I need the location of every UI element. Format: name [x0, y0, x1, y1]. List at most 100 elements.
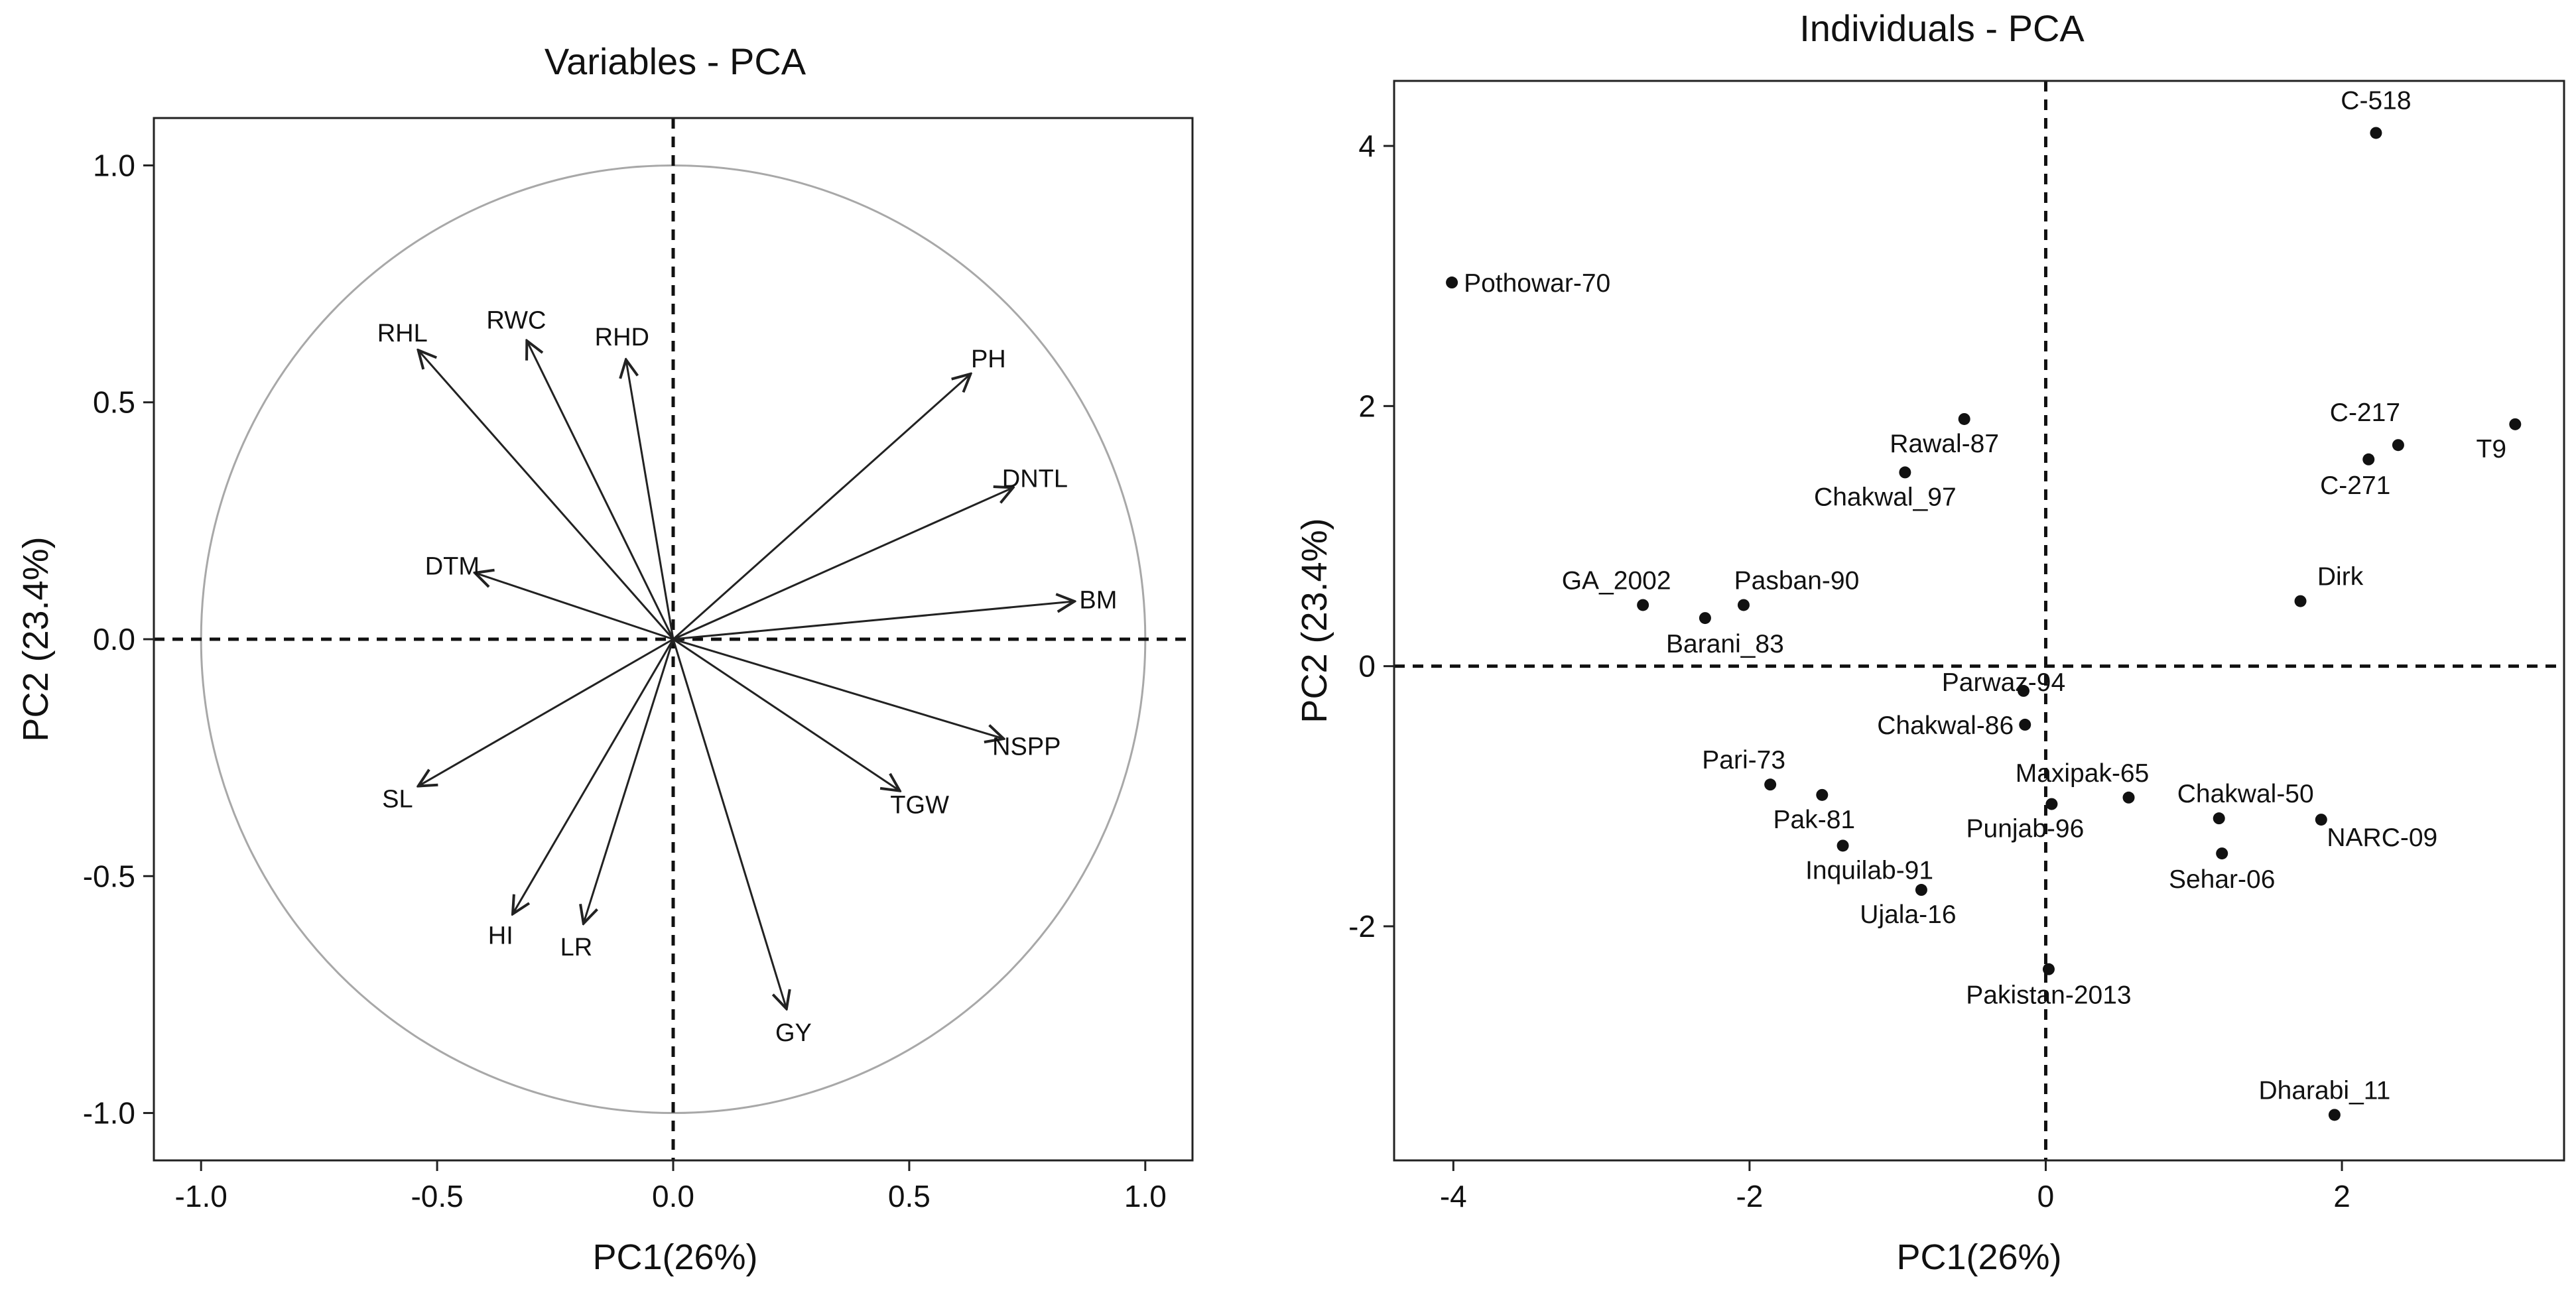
individual-point [2019, 718, 2031, 731]
individual-label: GA_2002 [1562, 566, 1671, 595]
individual-label: Pak-81 [1773, 806, 1856, 834]
individual-label: Dirk [2317, 563, 2364, 591]
individual-label: Parwaz-94 [1942, 668, 2065, 697]
individual-label: NARC-09 [2327, 824, 2437, 852]
individual-point [1737, 599, 1750, 611]
individual-point [2328, 1109, 2341, 1121]
individual-label: C-518 [2341, 86, 2411, 115]
individual-label: Inquilab-91 [1805, 856, 1933, 885]
individual-point [2392, 439, 2404, 452]
individual-label: Chakwal_97 [1814, 483, 1957, 511]
y-tick-label: -1.0 [83, 1096, 135, 1131]
variable-label: NSPP [992, 733, 1061, 761]
variable-arrow [419, 638, 674, 786]
individuals-pca-panel: Individuals - PCA -4 -2 0 2 -2 0 2 4 C-518 Pothow… [1295, 7, 2565, 1277]
x-tick-label: 0.5 [888, 1179, 931, 1213]
individual-label: Chakwal-50 [2177, 780, 2314, 808]
variable-arrow [419, 350, 675, 640]
individual-label: Pari-73 [1702, 746, 1785, 774]
y-tick-label: 4 [1358, 129, 1376, 163]
x-tick-label: -2 [1736, 1179, 1763, 1213]
individual-label: Rawal-87 [1890, 430, 1999, 458]
individuals-x-axis-title: PC1(26%) [1896, 1237, 2061, 1277]
variables-chart-title: Variables - PCA [545, 40, 806, 82]
individual-point [1446, 277, 1458, 289]
individual-point [1899, 466, 1911, 479]
variable-label: HI [488, 922, 513, 950]
individual-label: Ujala-16 [1860, 900, 1956, 929]
individual-point [1637, 599, 1649, 611]
variables-plot-frame [153, 117, 1194, 1162]
individual-label: Punjab-96 [1966, 815, 2085, 843]
individual-point [1836, 839, 1849, 852]
individual-label: Sehar-06 [2169, 865, 2275, 894]
variable-arrow [673, 601, 1074, 641]
individual-point [2122, 791, 2135, 804]
variable-arrow [513, 639, 675, 914]
y-tick-label: 0.5 [93, 385, 135, 420]
variable-label: BM [1079, 586, 1117, 614]
individual-label: C-271 [2320, 471, 2390, 500]
variable-arrow [673, 487, 1013, 641]
individual-label: C-217 [2330, 399, 2400, 427]
variable-label: TGW [890, 792, 949, 820]
individual-point [2370, 127, 2382, 139]
variables-y-axis-title: PC2 (23.4%) [16, 536, 56, 741]
individuals-chart-title: Individuals - PCA [1799, 7, 2085, 49]
individual-label: Pothowar-70 [1464, 269, 1610, 298]
x-tick-label: 2 [2333, 1179, 2351, 1213]
individual-point [2042, 963, 2055, 975]
individual-point [2509, 418, 2522, 430]
individual-point [2213, 812, 2225, 825]
y-tick-label: 2 [1358, 389, 1376, 423]
variable-arrow [673, 638, 900, 791]
individual-point [2362, 453, 2375, 465]
individual-point [1958, 412, 1970, 425]
individual-point [2017, 684, 2029, 697]
individuals-y-axis-title: PC2 (23.4%) [1295, 518, 1334, 723]
variable-label: RHL [377, 320, 428, 347]
y-tick-label: 0.0 [93, 622, 135, 656]
variable-label: DTM [425, 553, 480, 581]
individual-label: Dharabi_11 [2259, 1076, 2391, 1105]
individual-label: Maxipak-65 [2016, 759, 2150, 788]
x-tick-label: -1.0 [175, 1179, 227, 1213]
variables-pca-panel: Variables - PCA -1.0 -0.5 0.0 0.5 1.0 -1.0 -0.… [16, 40, 1194, 1277]
variable-arrow [626, 359, 675, 640]
individual-point [1699, 612, 1711, 625]
individual-point [1816, 788, 1829, 801]
variable-arrow [584, 639, 675, 924]
x-tick-label: 0.0 [652, 1179, 694, 1213]
variable-label: LR [560, 934, 593, 961]
individual-label: T9 [2477, 435, 2507, 463]
individual-label: Barani_83 [1666, 630, 1784, 658]
individual-point [2294, 595, 2307, 607]
individual-label: Pasban-90 [1734, 566, 1860, 595]
y-tick-label: 1.0 [93, 148, 135, 182]
individual-label: Chakwal-86 [1877, 711, 2014, 740]
variable-arrow [475, 573, 674, 641]
variable-label: GY [775, 1019, 812, 1047]
variable-label: RHD [595, 324, 649, 351]
variable-label: RWC [486, 307, 546, 335]
variables-x-axis-title: PC1(26%) [592, 1237, 757, 1277]
variable-label: SL [382, 785, 413, 813]
individual-point [2216, 847, 2228, 860]
individual-point [2315, 814, 2327, 826]
individual-point [1764, 778, 1777, 791]
x-tick-label: -0.5 [411, 1179, 463, 1213]
individual-point [2045, 798, 2058, 810]
variable-label: PH [971, 345, 1006, 373]
variable-arrow [527, 341, 675, 640]
individuals-plot-frame [1393, 80, 2565, 1162]
individual-point [1915, 884, 1927, 896]
variable-arrow [673, 374, 970, 641]
y-tick-label: 0 [1358, 649, 1376, 684]
x-tick-label: -4 [1440, 1179, 1467, 1213]
x-tick-label: 0 [2037, 1179, 2055, 1213]
y-tick-label: -0.5 [83, 859, 135, 893]
variable-arrow [672, 639, 787, 1009]
x-tick-label: 1.0 [1124, 1179, 1167, 1213]
variable-label: DNTL [1002, 465, 1068, 493]
